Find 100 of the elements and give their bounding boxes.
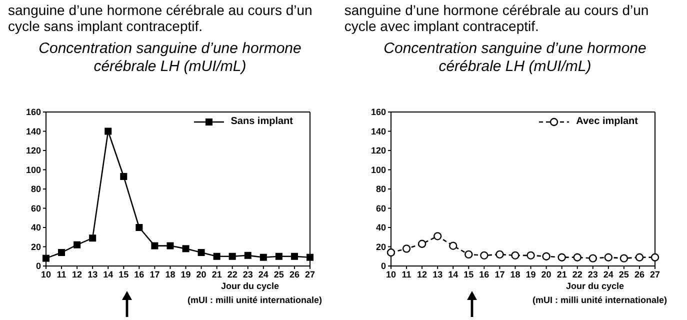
x-tick-label: 21 [556,269,567,280]
point [464,250,473,259]
point [228,252,236,260]
x-tick-label: 11 [402,269,412,280]
point [166,242,174,250]
y-tick-label: 140 [26,126,41,136]
point [635,253,644,262]
x-tick-label: 20 [196,269,206,280]
y-tick-label: 160 [26,107,41,118]
legend-label: Sans implant [230,116,293,127]
point [306,254,314,261]
x-tick-label: 23 [588,269,598,280]
point [573,253,582,262]
point [89,234,96,242]
chart-title: Concentration sanguine d’une hormone cérébrale LH (mUI/mL) [38,40,302,76]
y-tick-label: 60 [30,203,41,214]
x-tick-label: 23 [242,269,253,280]
point [402,244,411,253]
y-tick-label: 80 [30,184,41,194]
x-tick-label: 18 [510,269,520,280]
point [290,252,298,260]
x-tick-label: 27 [304,269,316,280]
point [74,241,81,248]
y-tick-label: 40 [376,222,386,233]
x-tick-label: 19 [526,269,536,280]
y-tick-label: 100 [26,164,41,175]
x-tick-label: 19 [180,269,191,280]
x-tick-label: 26 [634,269,644,280]
x-tick-label: 14 [448,269,458,280]
point [386,248,396,257]
x-tick-label: 13 [88,269,98,280]
point [449,242,458,250]
x-axis-title: Jour du cycle [220,281,280,291]
y-tick-label: 120 [26,146,41,156]
x-tick-label: 11 [56,269,66,280]
y-tick-label: 140 [370,126,386,136]
point [620,254,628,262]
text: (mUI : milli unité internationale) [186,295,322,305]
x-tick-label: 16 [479,269,490,280]
y-tick-label: 120 [370,146,386,156]
x-tick-label: 15 [118,269,129,280]
x-tick-label: 12 [417,269,428,280]
point [588,254,597,262]
x-tick-label: 13 [432,269,443,280]
point [244,252,252,259]
point [104,128,112,135]
x-tick-label: 22 [572,269,582,280]
point [650,253,660,262]
x-tick-label: 27 [650,269,660,280]
point [526,251,535,260]
y-tick-label: 60 [376,203,386,214]
x-tick-label: 20 [541,269,552,280]
x-axis-title: Jour du cycle [564,281,626,291]
text: sanguine d’une hormone cérébrale au cours d’un cycle avec implant contraceptif. [344,2,650,34]
x-tick-label: 22 [227,269,238,280]
y-tick-label: 0 [36,261,41,272]
point [275,252,282,260]
x-tick-label: 25 [274,269,284,280]
y-tick-label: 160 [370,107,386,118]
point [198,249,205,256]
point [120,172,128,180]
point [182,245,190,252]
point [213,252,220,260]
y-tick-label: 0 [380,261,386,272]
y-tick-label: 40 [30,222,41,233]
point [496,250,504,259]
text: (mUI : milli unité internationale) [531,295,667,305]
point [433,232,442,240]
y-tick-label: 80 [376,184,386,194]
point [542,252,550,260]
x-tick-label: 15 [464,269,474,280]
x-tick-label: 14 [103,269,114,280]
x-tick-label: 21 [212,269,222,280]
point [558,253,566,262]
x-tick-label: 24 [258,269,268,280]
point [418,240,426,248]
x-tick-label: 10 [386,269,396,280]
x-tick-label: 26 [289,269,300,280]
chart-title: Concentration sanguine d’une hormone cérébrale LH (mUI/mL) [382,40,648,76]
point [58,249,66,256]
x-tick-label: 16 [134,269,144,280]
point [151,242,158,250]
point [42,254,50,262]
text: sanguine d’une hormone cérébrale au cours d’un cycle sans implant contraceptif. [8,2,314,34]
point [260,254,267,261]
x-tick-label: 12 [72,269,82,280]
x-tick-label: 25 [618,269,629,280]
y-tick-label: 20 [30,242,41,252]
y-tick-label: 100 [370,164,386,175]
point [136,224,143,231]
x-tick-label: 18 [165,269,176,280]
point [511,251,520,260]
point [604,253,613,262]
x-tick-label: 17 [150,269,160,280]
x-tick-label: 24 [603,269,614,280]
x-tick-label: 10 [40,269,52,280]
legend-label: Avec implant [576,116,638,127]
point [480,251,488,260]
x-tick-label: 17 [494,269,505,280]
y-tick-label: 20 [376,242,386,252]
